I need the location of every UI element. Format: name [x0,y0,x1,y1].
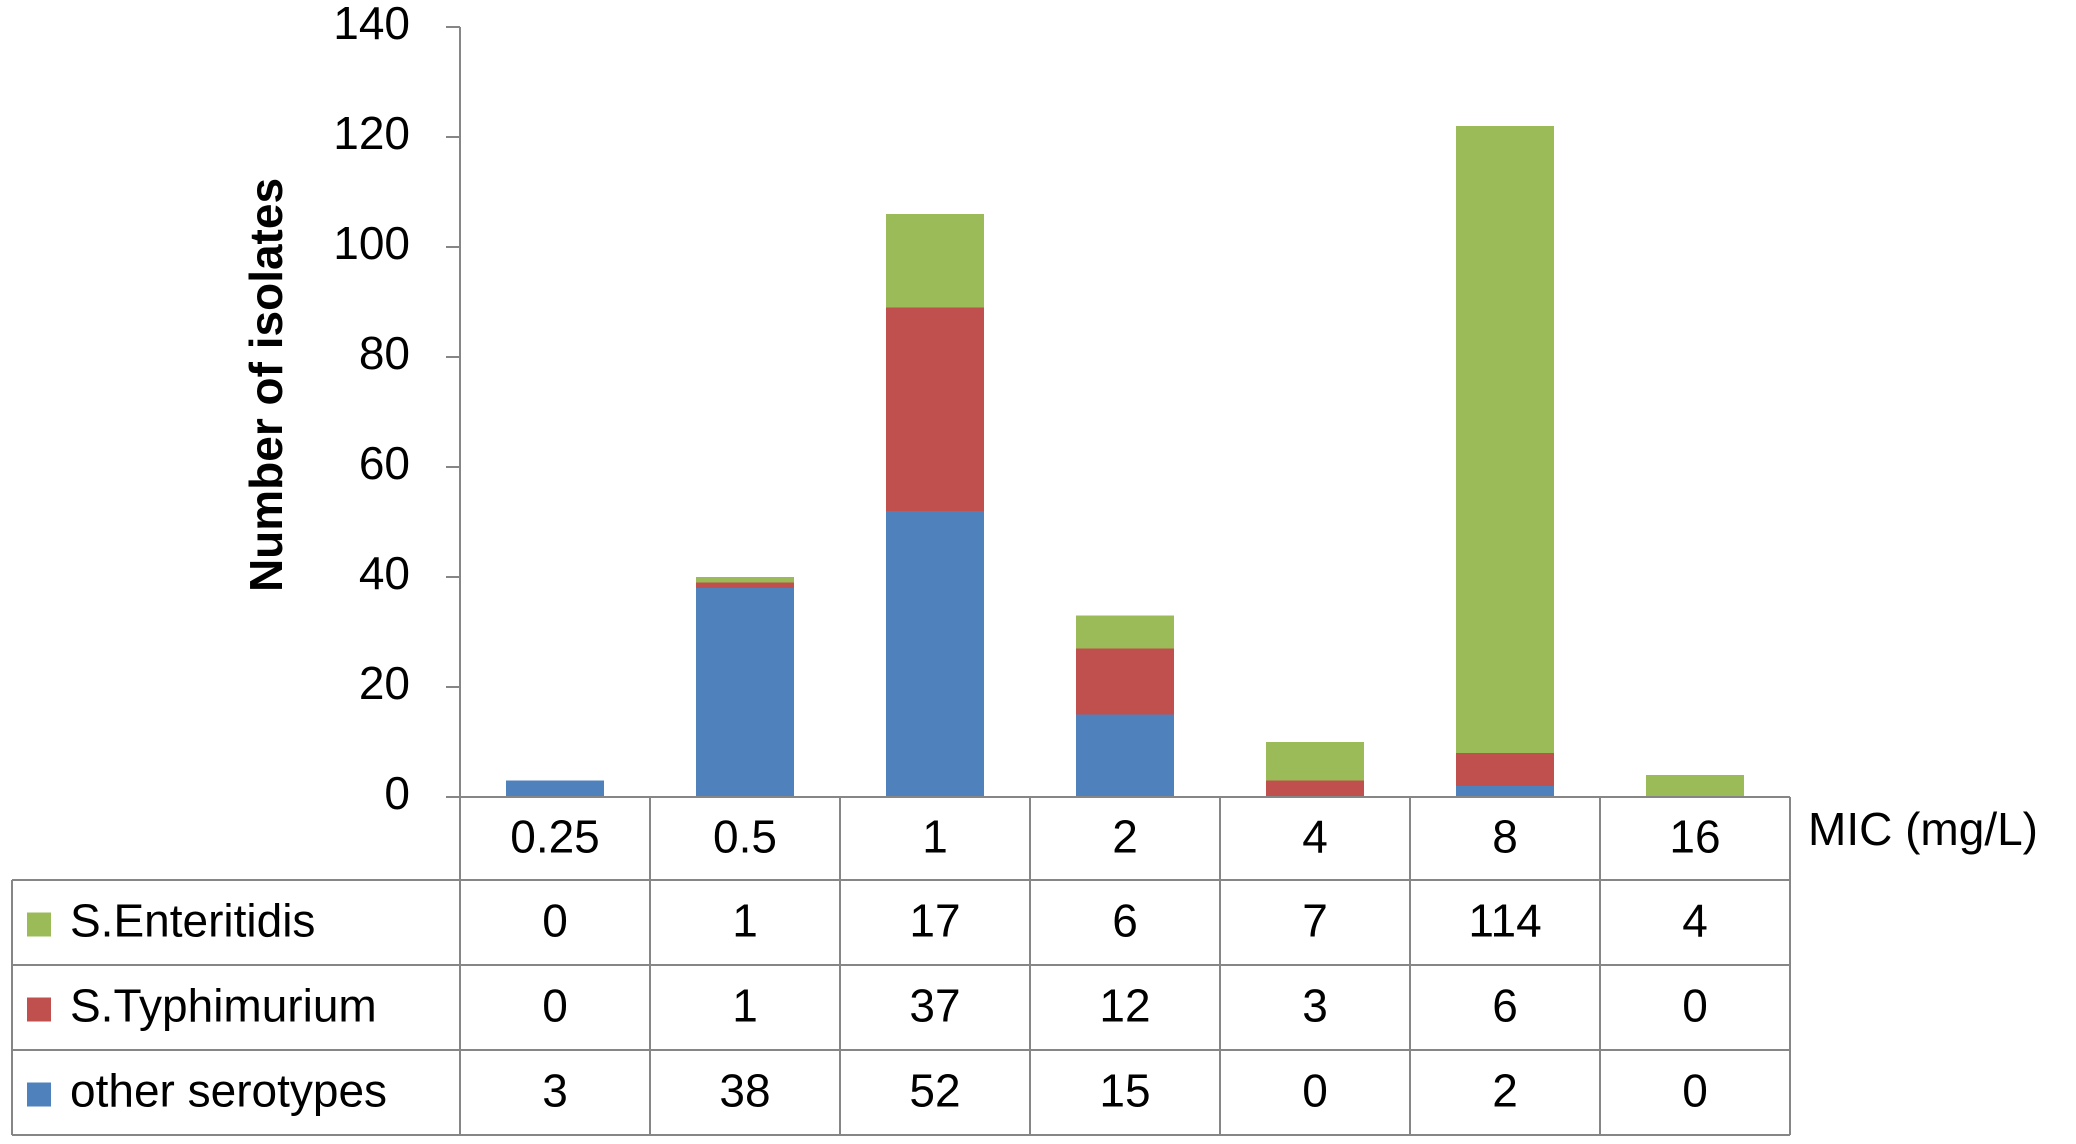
x-axis-label: MIC (mg/L) [1808,803,2038,855]
y-tick-label: 20 [359,657,410,709]
legend-key [27,912,51,937]
bar-segment [886,214,984,308]
table-cell: 1 [732,895,758,947]
table-cell: 38 [719,1065,770,1117]
y-tick-label: 120 [333,107,410,159]
bar-segment [506,780,604,797]
bar-segment [886,307,984,511]
x-tick-label: 0.5 [713,811,777,863]
table-cell: 2 [1492,1065,1518,1117]
legend-label: S.Typhimurium [70,980,377,1032]
y-axis-label: Number of isolates [240,178,292,592]
data-table: 0.25 0.5 1 2 4 8 16S.Enteritidis 0 1 17 6 7 114 4S.Ty… [11,796,1791,1136]
y-tick-label: 0 [384,767,410,819]
bar-segment [696,577,794,583]
table-cell: 0 [542,980,568,1032]
bars [506,126,1744,797]
legend-key [27,997,51,1022]
table-cell: 0 [1302,1065,1328,1117]
bar-segment [1076,615,1174,649]
table-cell: 17 [909,895,960,947]
table-cell: 4 [1682,895,1708,947]
legend-key [27,1082,51,1107]
bar-segment [696,582,794,588]
x-tick-label: 4 [1302,811,1328,863]
table-cell: 0 [542,895,568,947]
table-cell: 52 [909,1065,960,1117]
y-tick-label: 60 [359,437,410,489]
x-tick-label: 2 [1112,811,1138,863]
y-axis: 0 20 40 60 80 100 120 140 [333,0,461,819]
bar-segment [696,588,794,797]
bar-segment [1266,742,1364,781]
y-tick-label: 80 [359,327,410,379]
legend-label: S.Enteritidis [70,895,315,947]
x-tick-label: 16 [1669,811,1720,863]
legend-label: other serotypes [70,1065,387,1117]
table-cell: 0 [1682,1065,1708,1117]
x-tick-label: 8 [1492,811,1518,863]
table-cell: 15 [1099,1065,1150,1117]
table-cell: 6 [1492,980,1518,1032]
bar-segment [1456,126,1554,753]
bar-segment [1076,714,1174,797]
bar-segment [1076,648,1174,715]
bar-segment [886,511,984,797]
table-cell: 0 [1682,980,1708,1032]
table-cell: 3 [542,1065,568,1117]
x-tick-label: 1 [922,811,948,863]
bar-segment [1266,780,1364,797]
y-tick-label: 140 [333,0,410,49]
y-tick-label: 40 [359,547,410,599]
table-cell: 37 [909,980,960,1032]
table-cell: 1 [732,980,758,1032]
table-cell: 6 [1112,895,1138,947]
table-cell: 12 [1099,980,1150,1032]
bar-segment [1646,775,1744,797]
table-cell: 114 [1468,895,1541,947]
y-tick-label: 100 [333,217,410,269]
bar-segment [1456,753,1554,786]
x-tick-label: 0.25 [510,811,600,863]
bar-segment [1456,786,1554,797]
table-cell: 7 [1302,895,1328,947]
table-cell: 3 [1302,980,1328,1032]
